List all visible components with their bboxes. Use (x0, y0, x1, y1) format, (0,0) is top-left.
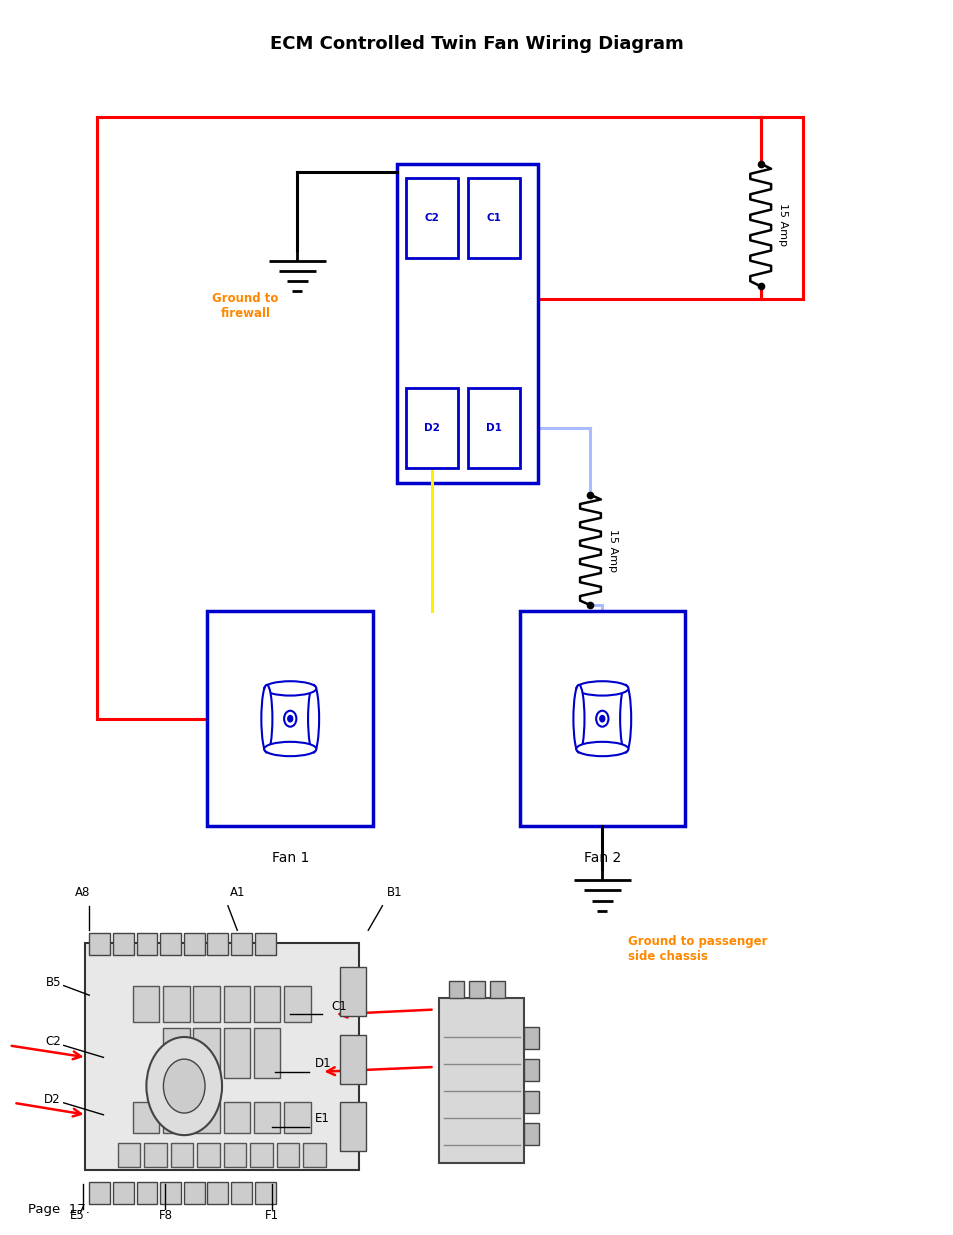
Ellipse shape (261, 685, 273, 752)
FancyBboxPatch shape (339, 1102, 366, 1151)
Text: E5: E5 (71, 1209, 85, 1221)
Circle shape (596, 710, 608, 726)
FancyBboxPatch shape (250, 1142, 273, 1167)
Circle shape (146, 1037, 222, 1135)
FancyBboxPatch shape (396, 163, 537, 483)
FancyBboxPatch shape (253, 1029, 280, 1077)
FancyBboxPatch shape (163, 1029, 190, 1077)
FancyBboxPatch shape (193, 1029, 219, 1077)
FancyBboxPatch shape (284, 1102, 311, 1132)
FancyBboxPatch shape (163, 986, 190, 1023)
FancyBboxPatch shape (112, 932, 133, 955)
FancyBboxPatch shape (207, 932, 228, 955)
Text: Ground to passenger
side chassis: Ground to passenger side chassis (628, 935, 767, 963)
FancyBboxPatch shape (524, 1060, 538, 1081)
Text: B1: B1 (387, 885, 402, 899)
FancyBboxPatch shape (90, 1182, 110, 1204)
Ellipse shape (573, 685, 584, 752)
Ellipse shape (619, 685, 631, 752)
FancyBboxPatch shape (519, 611, 684, 826)
FancyBboxPatch shape (490, 981, 505, 998)
Ellipse shape (576, 682, 628, 695)
FancyBboxPatch shape (524, 1028, 538, 1050)
Circle shape (288, 715, 293, 722)
FancyBboxPatch shape (160, 932, 181, 955)
Text: E1: E1 (314, 1112, 330, 1125)
FancyBboxPatch shape (171, 1142, 193, 1167)
FancyBboxPatch shape (284, 986, 311, 1023)
FancyBboxPatch shape (406, 178, 457, 258)
Text: D1: D1 (314, 1057, 332, 1070)
FancyBboxPatch shape (144, 1142, 167, 1167)
FancyBboxPatch shape (448, 981, 463, 998)
Text: 15 Amp: 15 Amp (607, 529, 617, 572)
Text: F1: F1 (264, 1209, 278, 1221)
FancyBboxPatch shape (223, 1102, 250, 1132)
FancyBboxPatch shape (524, 1123, 538, 1145)
FancyBboxPatch shape (193, 986, 219, 1023)
Text: Ground to
firewall: Ground to firewall (212, 293, 278, 320)
Text: D2: D2 (424, 422, 439, 433)
Ellipse shape (264, 742, 316, 756)
FancyBboxPatch shape (303, 1142, 325, 1167)
Text: C2: C2 (45, 1035, 61, 1049)
FancyBboxPatch shape (253, 986, 280, 1023)
FancyBboxPatch shape (339, 967, 366, 1016)
FancyBboxPatch shape (231, 932, 252, 955)
Text: Fan 1: Fan 1 (272, 851, 309, 864)
Text: F8: F8 (158, 1209, 172, 1221)
FancyBboxPatch shape (197, 1142, 219, 1167)
FancyBboxPatch shape (253, 1102, 280, 1132)
Text: ECM Controlled Twin Fan Wiring Diagram: ECM Controlled Twin Fan Wiring Diagram (270, 35, 683, 53)
Text: B5: B5 (46, 976, 61, 989)
FancyBboxPatch shape (254, 932, 275, 955)
FancyBboxPatch shape (276, 1142, 299, 1167)
Ellipse shape (308, 685, 319, 752)
FancyBboxPatch shape (438, 998, 524, 1163)
Text: A1: A1 (230, 885, 245, 899)
FancyBboxPatch shape (112, 1182, 133, 1204)
FancyBboxPatch shape (136, 932, 157, 955)
FancyBboxPatch shape (184, 932, 205, 955)
FancyBboxPatch shape (207, 611, 373, 826)
FancyBboxPatch shape (160, 1182, 181, 1204)
FancyBboxPatch shape (223, 1029, 250, 1077)
FancyBboxPatch shape (469, 981, 484, 998)
Ellipse shape (576, 742, 628, 756)
FancyBboxPatch shape (85, 942, 358, 1170)
FancyBboxPatch shape (132, 986, 159, 1023)
FancyBboxPatch shape (467, 388, 519, 468)
FancyBboxPatch shape (207, 1182, 228, 1204)
Text: D1: D1 (485, 422, 501, 433)
Text: A8: A8 (75, 885, 91, 899)
FancyBboxPatch shape (467, 178, 519, 258)
FancyBboxPatch shape (193, 1102, 219, 1132)
Circle shape (599, 715, 604, 722)
Text: C1: C1 (486, 214, 500, 224)
FancyBboxPatch shape (117, 1142, 140, 1167)
Circle shape (163, 1060, 205, 1113)
FancyBboxPatch shape (132, 1102, 159, 1132)
Text: 15 Amp: 15 Amp (777, 204, 787, 247)
Text: C2: C2 (424, 214, 439, 224)
FancyBboxPatch shape (524, 1091, 538, 1113)
FancyBboxPatch shape (406, 388, 457, 468)
FancyBboxPatch shape (223, 1142, 246, 1167)
Text: C1: C1 (331, 999, 346, 1013)
FancyBboxPatch shape (136, 1182, 157, 1204)
FancyBboxPatch shape (184, 1182, 205, 1204)
FancyBboxPatch shape (254, 1182, 275, 1204)
Text: Page  17.: Page 17. (28, 1203, 90, 1216)
FancyBboxPatch shape (223, 986, 250, 1023)
Circle shape (284, 710, 296, 726)
FancyBboxPatch shape (90, 932, 110, 955)
FancyBboxPatch shape (339, 1035, 366, 1083)
FancyBboxPatch shape (163, 1102, 190, 1132)
Text: Fan 2: Fan 2 (583, 851, 620, 864)
Text: D2: D2 (44, 1093, 61, 1105)
FancyBboxPatch shape (231, 1182, 252, 1204)
Ellipse shape (264, 682, 316, 695)
